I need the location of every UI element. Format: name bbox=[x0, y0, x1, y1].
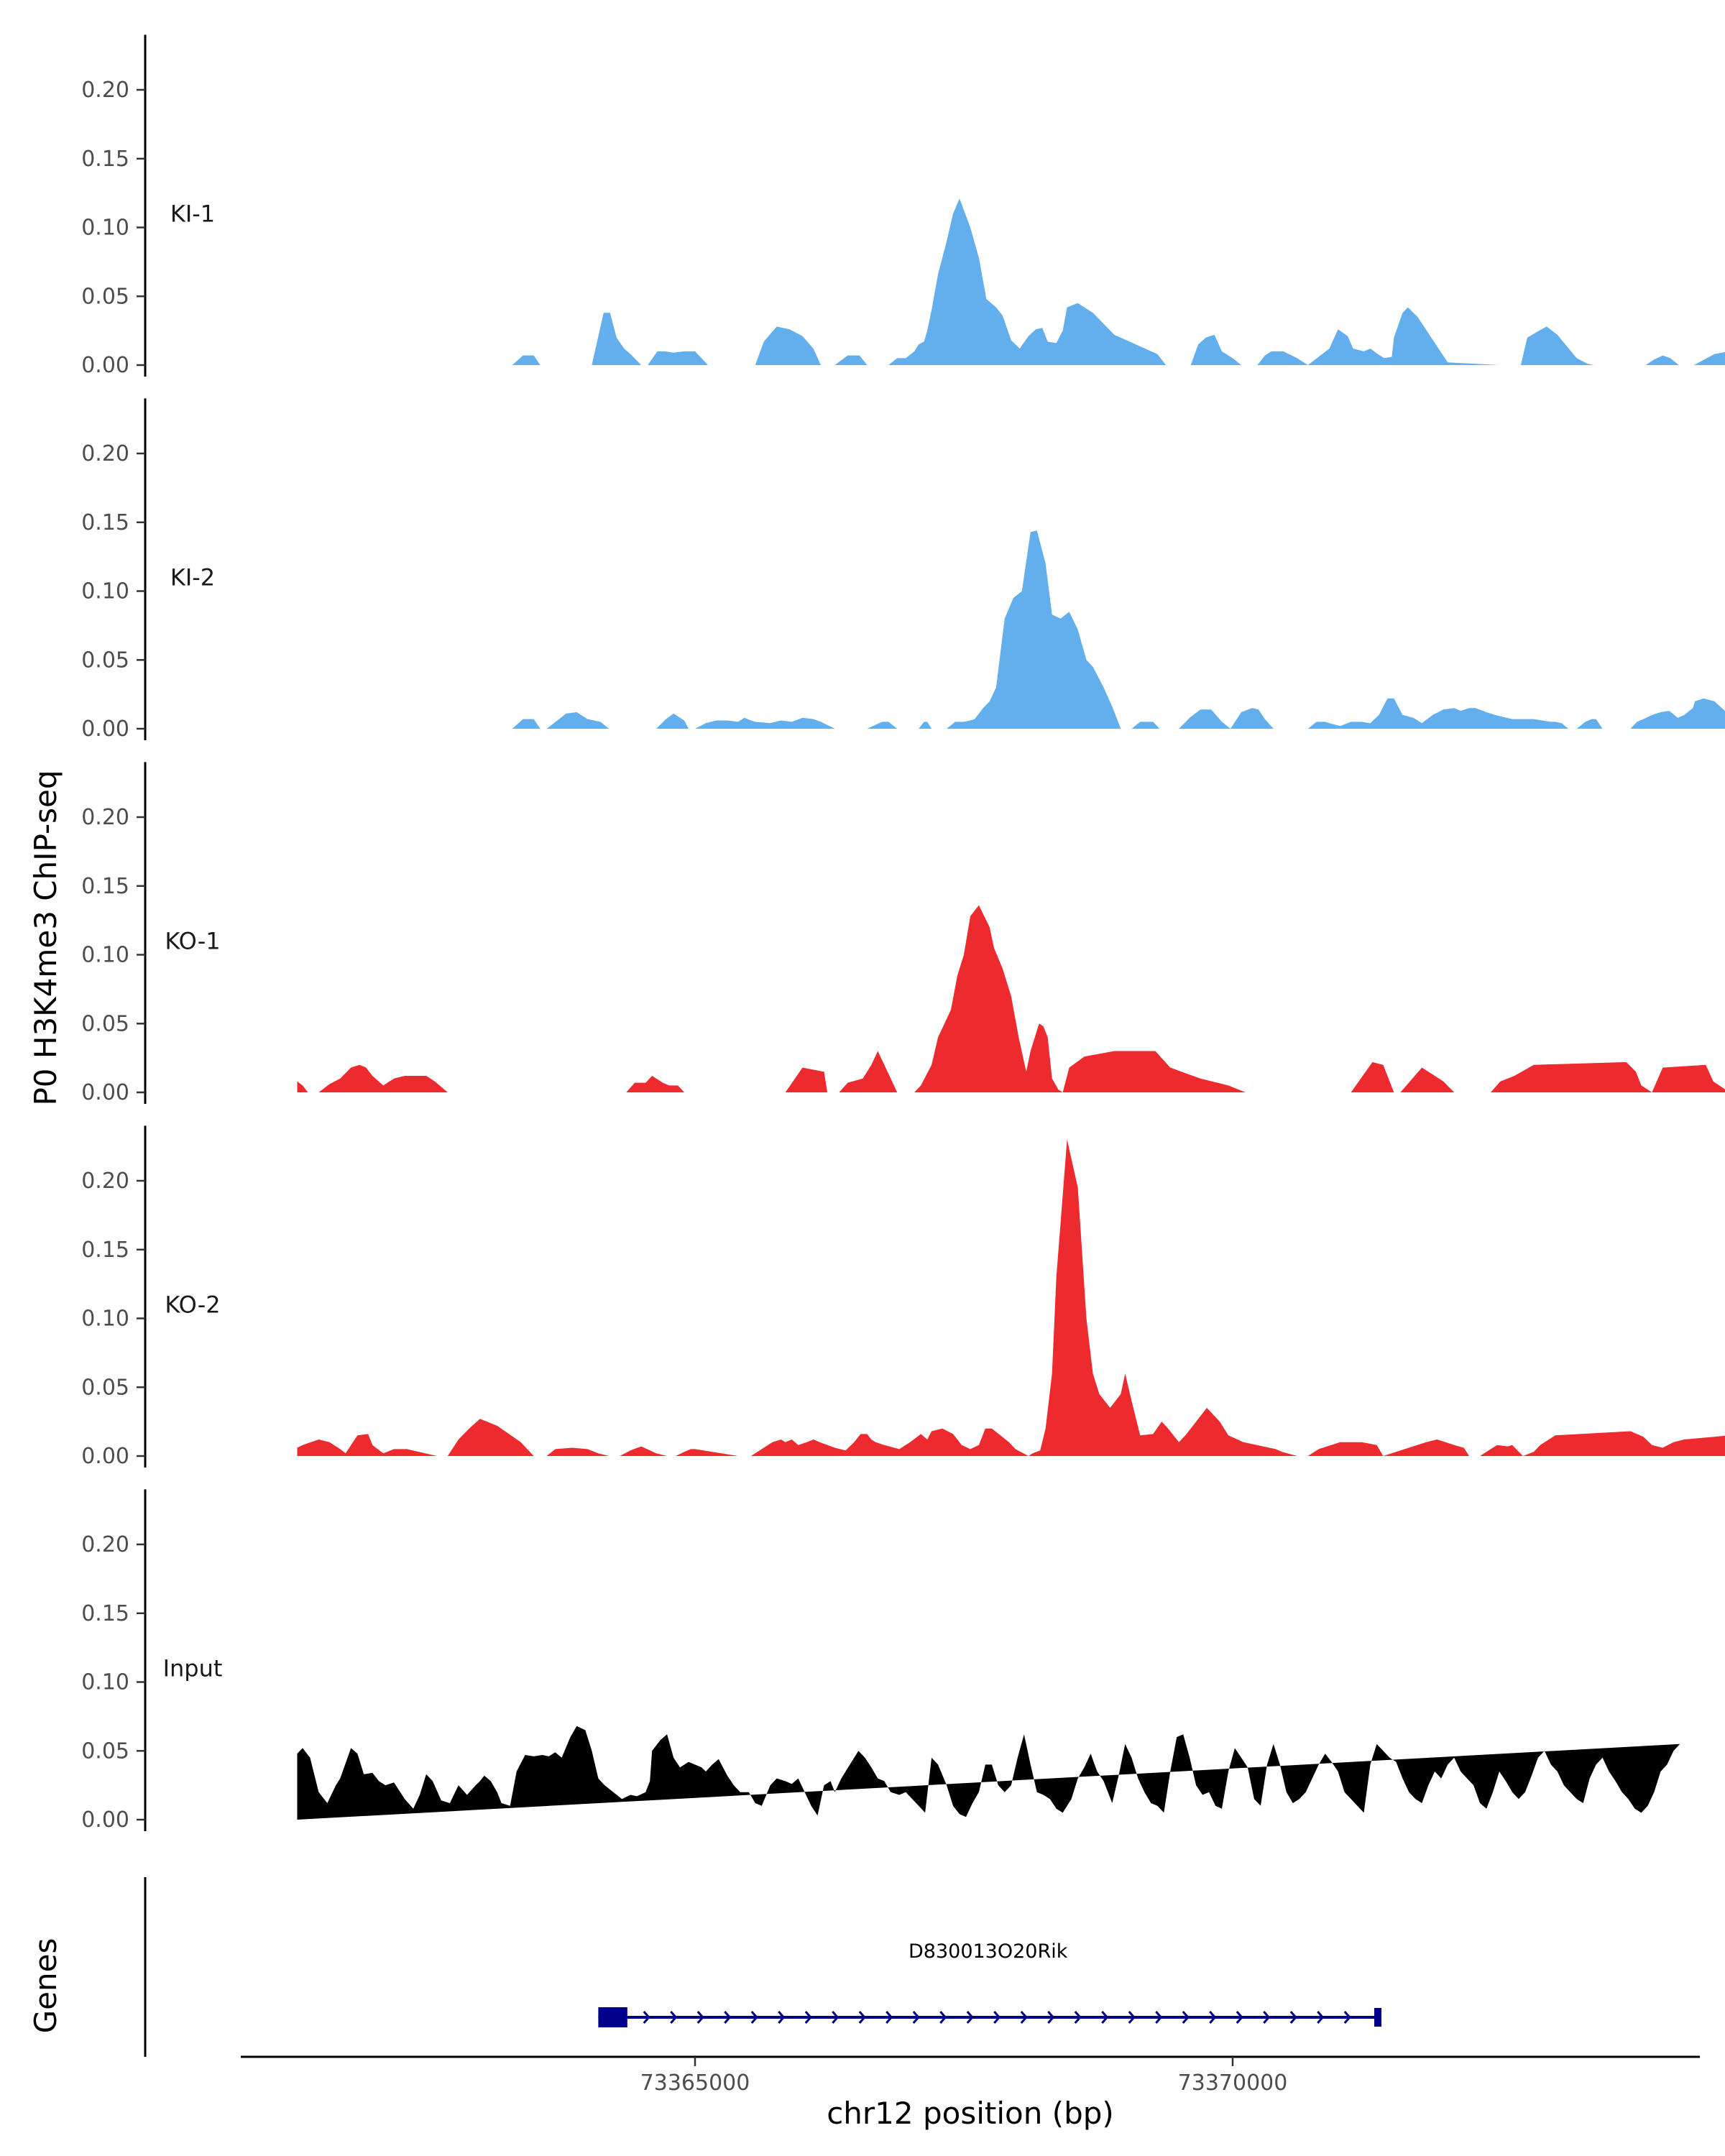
strand-arrow bbox=[966, 2011, 974, 2024]
strand-arrow bbox=[670, 2011, 678, 2024]
y-tick-label-ko-1: 0.00 bbox=[81, 1080, 129, 1105]
y-tick-label-ko-1: 0.15 bbox=[81, 874, 129, 899]
strand-arrow bbox=[1289, 2011, 1297, 2024]
signal-area-ko-1 bbox=[297, 905, 1725, 1092]
x-axis-title: chr12 position (bp) bbox=[827, 2096, 1114, 2131]
y-tick-label-ko-2: 0.20 bbox=[81, 1169, 129, 1194]
y-tick-label-input: 0.00 bbox=[81, 1807, 129, 1833]
strand-arrow bbox=[778, 2011, 786, 2024]
y-tick-label-ki-1: 0.10 bbox=[81, 216, 129, 241]
track-label-ko-1: KO-1 bbox=[165, 927, 220, 954]
strand-arrow bbox=[1182, 2011, 1190, 2024]
x-tick-label: 73370000 bbox=[1178, 2070, 1288, 2096]
gene-track: Genes D830013O20Rik bbox=[28, 1877, 1381, 2057]
strand-arrow bbox=[724, 2011, 732, 2024]
strand-arrow bbox=[1020, 2011, 1028, 2024]
strand-arrow bbox=[1343, 2011, 1351, 2024]
signal-area-input bbox=[297, 1726, 1680, 1820]
gene-model: D830013O20Rik bbox=[598, 1940, 1381, 2027]
strand-arrow bbox=[1155, 2011, 1163, 2024]
strand-arrow bbox=[1047, 2011, 1055, 2024]
gene-end-cap bbox=[1374, 2008, 1381, 2027]
y-tick-label-ko-2: 0.00 bbox=[81, 1444, 129, 1469]
strand-arrow bbox=[939, 2011, 947, 2024]
y-tick-label-ki-1: 0.05 bbox=[81, 284, 129, 309]
strand-arrow bbox=[750, 2011, 758, 2024]
strand-arrow bbox=[696, 2011, 704, 2024]
y-tick-label-input: 0.05 bbox=[81, 1738, 129, 1764]
track-label-ko-2: KO-2 bbox=[165, 1291, 220, 1318]
y-tick-label-ko-1: 0.20 bbox=[81, 805, 129, 830]
y-tick-label-input: 0.15 bbox=[81, 1601, 129, 1626]
track-ko-1: 0.00 0.05 0.10 0.15 0.20 KO-1 bbox=[81, 762, 1725, 1105]
y-tick-label-ki-2: 0.15 bbox=[81, 510, 129, 535]
y-tick-label-ko-2: 0.15 bbox=[81, 1238, 129, 1263]
track-label-input: Input bbox=[163, 1654, 223, 1682]
track-label-ki-2: KI-2 bbox=[170, 563, 215, 591]
strand-arrow bbox=[1209, 2011, 1217, 2024]
strand-arrow bbox=[1236, 2011, 1243, 2024]
strand-arrow bbox=[1263, 2011, 1271, 2024]
gene-exon-block bbox=[598, 2007, 627, 2027]
strand-arrow bbox=[1074, 2011, 1082, 2024]
x-axis: 73365000 73370000 bbox=[241, 2055, 1700, 2096]
signal-tracks: 0.00 0.05 0.10 0.15 0.20 KI-1 0.00 0.05 0.10 0.15… bbox=[81, 34, 1725, 1833]
track-label-ki-1: KI-1 bbox=[170, 200, 215, 227]
y-tick-label-ki-2: 0.00 bbox=[81, 717, 129, 742]
strand-arrow bbox=[1317, 2011, 1325, 2024]
y-tick-label-ki-1: 0.00 bbox=[81, 353, 129, 378]
x-tick-label: 73365000 bbox=[640, 2070, 750, 2096]
strand-arrow bbox=[993, 2011, 1001, 2024]
strand-arrow bbox=[912, 2011, 920, 2024]
strand-arrow bbox=[858, 2011, 866, 2024]
y-tick-label-ko-2: 0.05 bbox=[81, 1375, 129, 1400]
track-ki-1: 0.00 0.05 0.10 0.15 0.20 KI-1 bbox=[81, 34, 1725, 378]
gene-track-label: Genes bbox=[28, 1938, 63, 2034]
track-ki-2: 0.00 0.05 0.10 0.15 0.20 KI-2 bbox=[81, 398, 1725, 742]
strand-arrow bbox=[643, 2011, 650, 2024]
gene-name-label: D830013O20Rik bbox=[908, 1940, 1068, 1963]
track-ko-2: 0.00 0.05 0.10 0.15 0.20 KO-2 bbox=[81, 1125, 1725, 1469]
signal-area-ki-1 bbox=[512, 198, 1725, 365]
y-tick-label-ki-2: 0.10 bbox=[81, 579, 129, 604]
strand-arrow bbox=[804, 2011, 812, 2024]
strand-arrow bbox=[886, 2011, 893, 2024]
y-tick-label-ki-2: 0.05 bbox=[81, 648, 129, 673]
strand-arrow bbox=[1101, 2011, 1109, 2024]
strand-arrow bbox=[1128, 2011, 1136, 2024]
y-tick-label-ki-1: 0.20 bbox=[81, 78, 129, 103]
y-tick-label-input: 0.20 bbox=[81, 1532, 129, 1557]
y-tick-label-ki-2: 0.20 bbox=[81, 441, 129, 466]
y-tick-label-ko-1: 0.10 bbox=[81, 943, 129, 968]
y-tick-label-ko-2: 0.10 bbox=[81, 1307, 129, 1332]
y-tick-label-ko-1: 0.05 bbox=[81, 1011, 129, 1036]
track-input: 0.00 0.05 0.10 0.15 0.20 Input bbox=[81, 1489, 1680, 1833]
strand-arrow bbox=[832, 2011, 840, 2024]
y-tick-label-ki-1: 0.15 bbox=[81, 147, 129, 172]
y-tick-label-input: 0.10 bbox=[81, 1670, 129, 1695]
y-axis-title: P0 H3K4me3 ChIP-seq bbox=[28, 770, 63, 1105]
